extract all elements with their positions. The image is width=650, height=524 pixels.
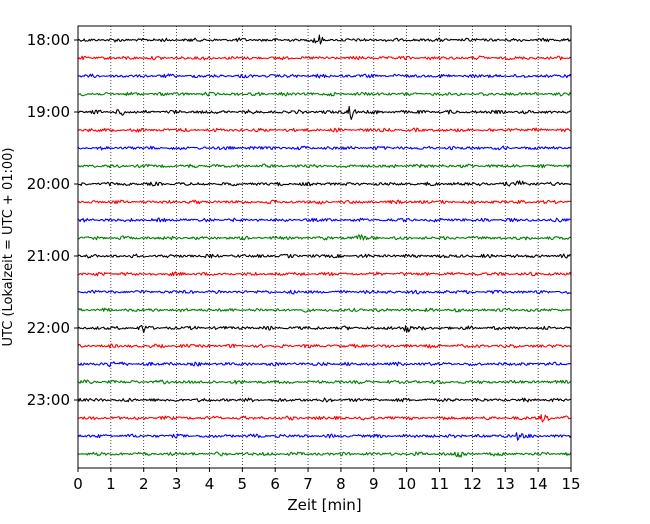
x-tick-label: 8	[336, 475, 346, 493]
trace-row-15	[77, 307, 572, 313]
x-tick-label: 6	[270, 475, 280, 493]
trace-row-5	[77, 127, 572, 133]
y-tick-label: 23:00	[27, 391, 70, 409]
y-tick-label: 20:00	[27, 175, 70, 193]
trace-row-17	[77, 343, 572, 349]
x-tick-label: 12	[463, 475, 482, 493]
trace-row-22	[77, 432, 572, 441]
trace-row-21	[77, 414, 572, 423]
x-tick-label: 4	[205, 475, 215, 493]
trace-row-8	[77, 180, 572, 187]
trace-row-2	[77, 73, 572, 79]
trace-row-1	[77, 55, 572, 61]
y-tick-label: 19:00	[27, 103, 70, 121]
y-axis-title: UTC (Lokalzeit = UTC + 01:00)	[1, 148, 16, 347]
trace-row-14	[77, 289, 572, 295]
trace-row-23	[77, 451, 572, 458]
x-tick-label: 10	[397, 475, 416, 493]
trace-row-19	[77, 379, 572, 385]
trace-row-6	[77, 145, 572, 151]
y-tick-label: 18:00	[27, 31, 70, 49]
trace-row-7	[77, 163, 572, 169]
trace-row-10	[77, 217, 572, 223]
trace-row-16	[77, 324, 572, 334]
trace-row-12	[77, 253, 572, 259]
trace-row-20	[77, 397, 572, 403]
trace-row-4	[77, 105, 571, 120]
trace-row-11	[77, 234, 572, 241]
trace-row-13	[77, 271, 572, 277]
x-tick-label: 13	[496, 475, 515, 493]
plot-frame	[77, 25, 572, 469]
x-tick-label: 0	[73, 475, 83, 493]
tick-layer: 0 1 2 3 4 5 6 7 8 9 10 11 12 13 14 1518:0019:0020:0021:…	[27, 31, 581, 493]
trace-row-18	[77, 361, 572, 368]
y-tick-label: 22:00	[27, 319, 70, 337]
x-tick-label: 3	[172, 475, 182, 493]
x-tick-label: 11	[430, 475, 449, 493]
x-tick-label: 1	[106, 475, 116, 493]
x-tick-label: 14	[529, 475, 548, 493]
x-tick-label: 2	[139, 475, 149, 493]
x-tick-label: 9	[369, 475, 379, 493]
x-tick-label: 15	[561, 475, 580, 493]
y-tick-label: 21:00	[27, 247, 70, 265]
x-tick-label: 5	[238, 475, 248, 493]
trace-layer	[77, 34, 572, 458]
trace-row-0	[77, 34, 572, 45]
x-tick-label: 7	[303, 475, 313, 493]
x-axis-title: Zeit [min]	[287, 496, 361, 514]
trace-row-3	[77, 91, 572, 97]
trace-row-9	[77, 199, 572, 205]
